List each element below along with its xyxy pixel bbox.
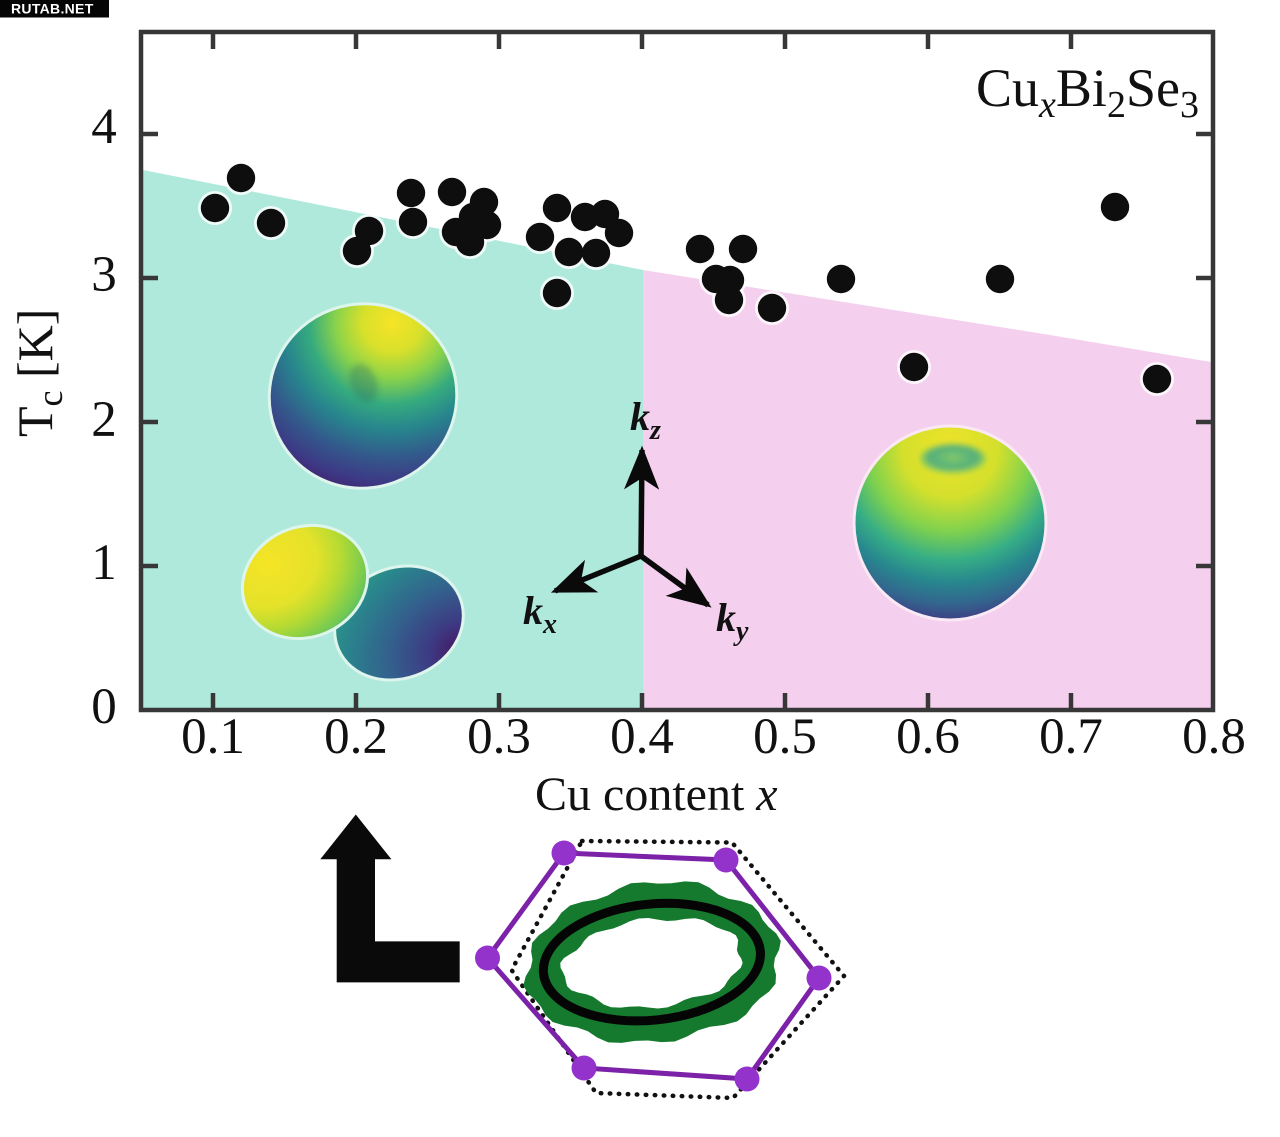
svg-text:0.7: 0.7 <box>1039 709 1103 765</box>
svg-text:0.6: 0.6 <box>896 709 960 765</box>
svg-text:4: 4 <box>91 99 117 155</box>
svg-text:3: 3 <box>91 247 117 303</box>
svg-text:CuxBi2Se3: CuxBi2Se3 <box>976 58 1199 126</box>
svg-text:1: 1 <box>91 535 117 591</box>
svg-text:2: 2 <box>91 392 117 448</box>
svg-text:0.1: 0.1 <box>181 709 245 765</box>
svg-text:0.8: 0.8 <box>1182 709 1246 765</box>
svg-text:0: 0 <box>91 679 117 735</box>
svg-text:RUTAB.NET: RUTAB.NET <box>11 1 94 17</box>
svg-text:0.2: 0.2 <box>324 709 388 765</box>
svg-text:0.4: 0.4 <box>610 709 674 765</box>
svg-text:Tc [K]: Tc [K] <box>7 309 70 437</box>
svg-text:0.5: 0.5 <box>753 709 817 765</box>
svg-text:0.3: 0.3 <box>467 709 531 765</box>
svg-text:Cu content x: Cu content x <box>535 768 778 821</box>
